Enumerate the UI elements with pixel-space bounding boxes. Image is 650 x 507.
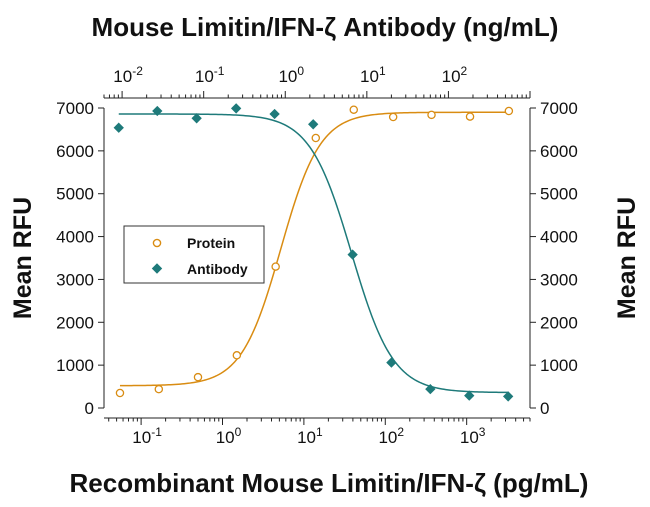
right-y-tick-label: 5000 <box>540 185 578 204</box>
fitted-curves <box>118 111 509 394</box>
left-y-tick-label: 5000 <box>56 185 94 204</box>
antibody-point <box>113 122 124 133</box>
antibody-point <box>503 391 514 402</box>
axis-ticks: 0 0 1000 1000 2000 2000 3000 3000 4000 4000 5000 50… <box>56 64 578 447</box>
right-y-tick-label: 2000 <box>540 313 578 332</box>
protein-point <box>154 384 164 394</box>
right-y-tick-label: 3000 <box>540 270 578 289</box>
antibody-point <box>230 103 242 114</box>
protein-point <box>311 133 321 143</box>
left-y-tick-label: 3000 <box>56 270 94 289</box>
antibody-point <box>425 383 436 395</box>
left-y-tick-label: 2000 <box>56 313 94 332</box>
antibody-point <box>347 249 358 260</box>
bottom-x-tick-label: 10-1 <box>132 425 162 447</box>
protein-point <box>427 110 436 120</box>
left-y-tick-label: 7000 <box>56 99 94 118</box>
top-x-tick-label: 102 <box>442 64 468 86</box>
top-axis-title: Mouse Limitin/IFN-ζ Antibody (ng/mL) <box>92 12 559 42</box>
left-y-tick-label: 0 <box>85 399 94 418</box>
protein-point <box>193 372 203 382</box>
legend-antibody-label: Antibody <box>187 261 248 277</box>
bottom-axis-title: Recombinant Mouse Limitin/IFN-ζ (pg/mL) <box>70 468 589 498</box>
antibody-point <box>386 357 397 368</box>
antibody-point <box>464 390 475 401</box>
protein-point <box>465 112 475 121</box>
left-y-tick-label: 6000 <box>56 142 94 161</box>
antibody-point <box>152 105 163 117</box>
bottom-x-tick-label: 102 <box>378 425 404 447</box>
protein-point <box>388 112 398 122</box>
top-x-tick-label: 100 <box>278 64 304 86</box>
right-y-tick-label: 1000 <box>540 356 578 375</box>
top-x-tick-label: 10-1 <box>195 64 225 86</box>
antibody-point <box>191 113 202 124</box>
left-y-tick-label: 4000 <box>56 228 94 247</box>
right-axis-title: Mean RFU <box>613 197 641 319</box>
bottom-x-tick-label: 103 <box>460 425 486 447</box>
antibody-point <box>308 119 319 130</box>
antibody-point <box>269 108 280 120</box>
legend: Protein Antibody <box>123 225 265 284</box>
top-x-tick-label: 101 <box>360 64 386 86</box>
fit-curve-antibody <box>118 113 509 394</box>
right-y-tick-label: 6000 <box>540 142 578 161</box>
top-x-tick-label: 10-2 <box>113 64 143 86</box>
left-axis-title: Mean RFU <box>9 197 37 319</box>
protein-point <box>232 351 242 360</box>
legend-antibody-marker <box>151 263 163 274</box>
bottom-x-tick-label: 100 <box>216 425 242 447</box>
legend-protein-label: Protein <box>187 235 235 251</box>
data-points <box>113 103 514 402</box>
protein-point <box>349 105 359 114</box>
left-y-tick-label: 1000 <box>56 356 94 375</box>
protein-point <box>115 388 125 398</box>
protein-point <box>504 106 514 116</box>
right-y-tick-label: 7000 <box>540 99 578 118</box>
legend-protein-marker <box>152 238 162 248</box>
right-y-tick-label: 4000 <box>540 228 578 247</box>
protein-point <box>271 262 280 271</box>
right-y-tick-label: 0 <box>540 399 549 418</box>
bottom-x-tick-label: 101 <box>297 425 323 447</box>
legend-box <box>123 225 265 284</box>
